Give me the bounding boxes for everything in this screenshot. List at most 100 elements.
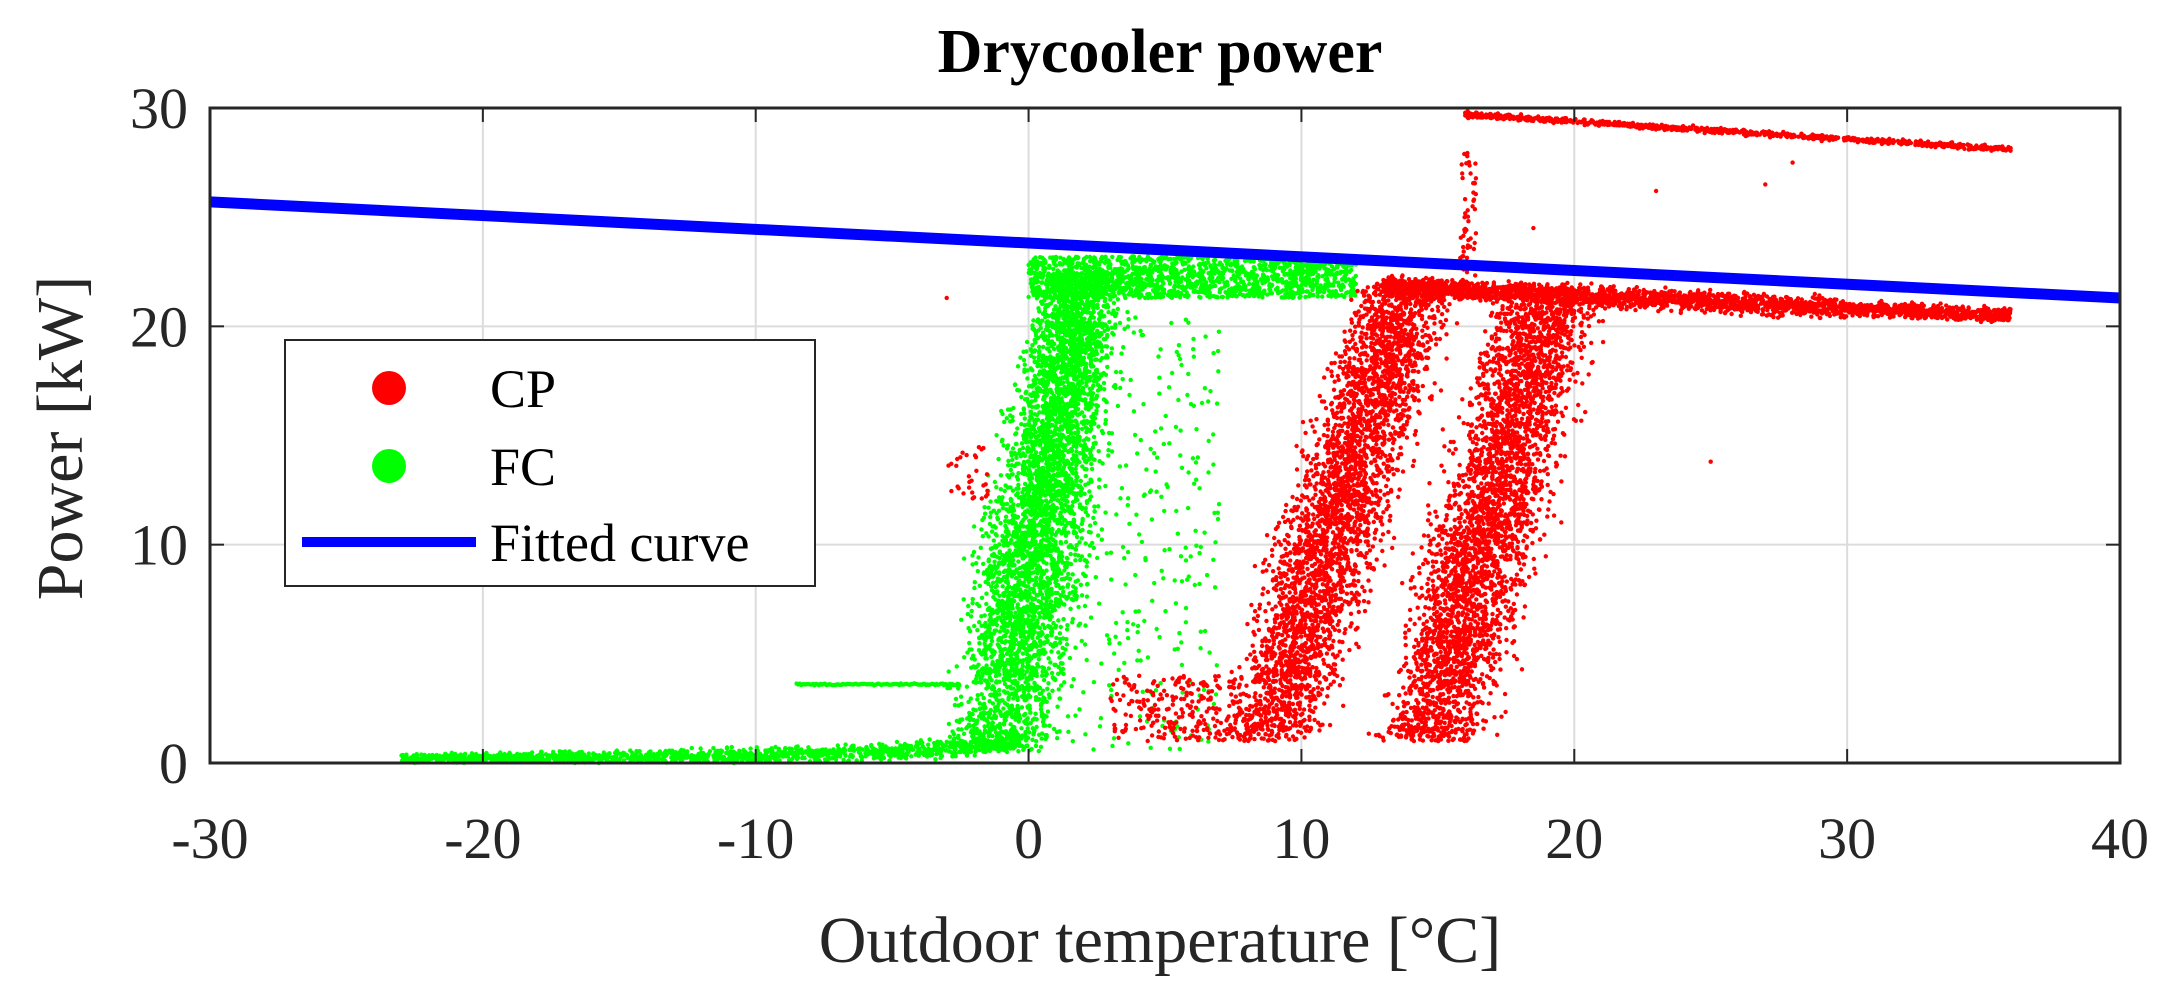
fc-point bbox=[1040, 673, 1045, 678]
fc-point bbox=[1069, 545, 1075, 550]
fc-point bbox=[1035, 570, 1040, 576]
fc-point bbox=[1073, 589, 1078, 594]
fc-point bbox=[659, 757, 665, 762]
fc-point bbox=[1055, 473, 1060, 478]
fc-point bbox=[977, 583, 982, 588]
fc-point bbox=[1032, 359, 1037, 364]
fc-point bbox=[1094, 357, 1099, 362]
fc-point bbox=[1033, 338, 1038, 343]
fc-point bbox=[1064, 436, 1069, 441]
fc-point bbox=[994, 622, 1000, 628]
fc-point bbox=[698, 746, 703, 751]
fc-point bbox=[837, 747, 842, 752]
fc-point bbox=[461, 754, 466, 759]
fc-point bbox=[1052, 438, 1057, 443]
fc-point bbox=[1010, 606, 1015, 611]
fc-point bbox=[974, 561, 979, 566]
fc-point bbox=[984, 678, 990, 684]
fc-point bbox=[981, 695, 986, 701]
fc-point bbox=[883, 744, 888, 749]
fc-point bbox=[1079, 638, 1085, 644]
fc-point bbox=[1023, 390, 1028, 396]
fc-point bbox=[945, 686, 950, 691]
fc-point bbox=[989, 553, 995, 558]
fc-point bbox=[972, 753, 977, 758]
fc-point bbox=[1058, 539, 1063, 545]
fc-point bbox=[700, 755, 706, 761]
fc-point bbox=[748, 750, 753, 756]
fc-point bbox=[946, 669, 951, 674]
fc-point bbox=[1066, 729, 1071, 734]
fc-point bbox=[986, 534, 991, 539]
fc-point bbox=[1070, 359, 1076, 364]
fc-point bbox=[859, 754, 864, 759]
fc-point bbox=[1074, 534, 1080, 540]
fc-point bbox=[979, 527, 984, 532]
fc-point bbox=[1032, 728, 1037, 733]
fc-point bbox=[974, 664, 979, 670]
fc-point bbox=[1121, 345, 1126, 350]
fc-point bbox=[1115, 297, 1121, 302]
fc-point bbox=[878, 749, 883, 754]
fc-point bbox=[998, 649, 1003, 654]
fc-point bbox=[1016, 707, 1021, 712]
fc-point bbox=[1041, 344, 1046, 350]
fc-point bbox=[1088, 352, 1093, 357]
fc-point bbox=[1026, 613, 1032, 618]
fc-point bbox=[1046, 338, 1051, 343]
fc-point bbox=[989, 638, 995, 644]
fc-point bbox=[423, 753, 428, 759]
fc-point bbox=[788, 757, 793, 763]
fc-point bbox=[1070, 524, 1075, 529]
fc-point bbox=[1040, 596, 1046, 601]
fc-point bbox=[1009, 673, 1014, 678]
fc-point bbox=[1091, 434, 1097, 440]
fc-point bbox=[1064, 627, 1070, 632]
fc-point bbox=[782, 752, 787, 758]
fc-point bbox=[1004, 736, 1009, 742]
fc-point bbox=[1037, 443, 1043, 448]
fc-point bbox=[1050, 422, 1055, 428]
fc-point bbox=[1065, 556, 1070, 561]
fc-point bbox=[947, 740, 952, 745]
fc-point bbox=[1081, 307, 1087, 312]
fc-point bbox=[754, 745, 759, 750]
fc-point bbox=[1025, 376, 1030, 381]
fc-point bbox=[1020, 651, 1026, 656]
fc-point bbox=[1037, 350, 1042, 356]
fc-point bbox=[1082, 414, 1087, 419]
fc-point bbox=[1058, 376, 1063, 381]
fc-point bbox=[1000, 653, 1006, 659]
fc-point bbox=[1022, 416, 1027, 421]
fc-point bbox=[938, 748, 944, 753]
fc-point bbox=[1002, 681, 1008, 687]
fc-point bbox=[1021, 689, 1027, 695]
fc-point bbox=[1001, 443, 1006, 448]
fc-point bbox=[962, 750, 967, 755]
fc-point bbox=[1077, 540, 1082, 545]
fc-point bbox=[1031, 732, 1036, 737]
fc-point bbox=[1045, 686, 1050, 691]
fc-point bbox=[1046, 656, 1051, 661]
fc-point bbox=[1067, 490, 1072, 495]
fc-point bbox=[1023, 735, 1029, 740]
fc-point bbox=[1065, 623, 1070, 628]
fc-point bbox=[988, 514, 993, 520]
fc-point bbox=[1088, 423, 1094, 428]
fc-point bbox=[1036, 354, 1041, 360]
fc-point bbox=[1078, 391, 1083, 396]
fc-point bbox=[925, 753, 930, 758]
fc-point bbox=[975, 601, 980, 607]
fc-point bbox=[822, 757, 828, 762]
fc-point bbox=[927, 748, 932, 753]
fc-point bbox=[979, 652, 985, 657]
fc-point bbox=[1016, 559, 1021, 564]
fc-point bbox=[1082, 603, 1088, 609]
fc-point bbox=[981, 734, 986, 740]
fc-point bbox=[1055, 318, 1060, 323]
fc-point bbox=[1004, 542, 1009, 547]
fc-point bbox=[676, 753, 682, 758]
fc-point bbox=[1059, 577, 1065, 582]
fc-point bbox=[699, 750, 704, 755]
fc-point bbox=[1031, 318, 1036, 323]
